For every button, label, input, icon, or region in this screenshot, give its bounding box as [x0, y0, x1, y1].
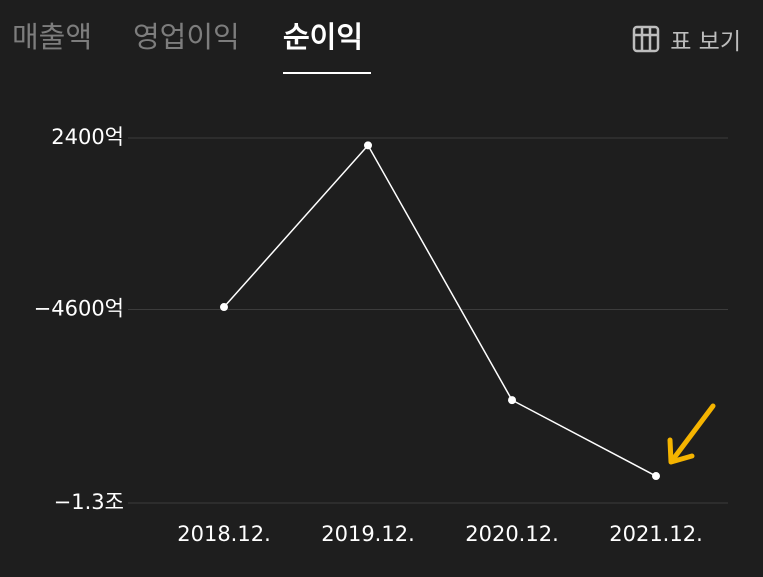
y-tick-label: −4600억	[34, 296, 124, 320]
tab[interactable]: 순이익	[283, 20, 364, 54]
point	[364, 141, 372, 150]
line	[223, 144, 657, 477]
tab-underline	[283, 72, 371, 74]
x-tick-label: 2019.12.	[321, 522, 415, 546]
button-label: 표 보기	[670, 29, 741, 55]
table-icon	[632, 25, 660, 53]
x-tick-label: 2020.12.	[465, 522, 559, 546]
annotation-arrow	[667, 403, 716, 465]
point	[220, 303, 228, 312]
point	[652, 472, 660, 481]
x-tick-label: 2018.12.	[177, 522, 271, 546]
x-tick-label: 2021.12.	[609, 522, 703, 546]
y-tick-label: 2400억	[51, 125, 124, 149]
table-view-button[interactable]: 표 보기	[632, 22, 741, 56]
tab[interactable]: 영업이익	[133, 20, 240, 54]
point	[508, 396, 516, 405]
y-tick-label: −1.3조	[54, 490, 124, 514]
tab[interactable]: 매출액	[12, 20, 93, 54]
